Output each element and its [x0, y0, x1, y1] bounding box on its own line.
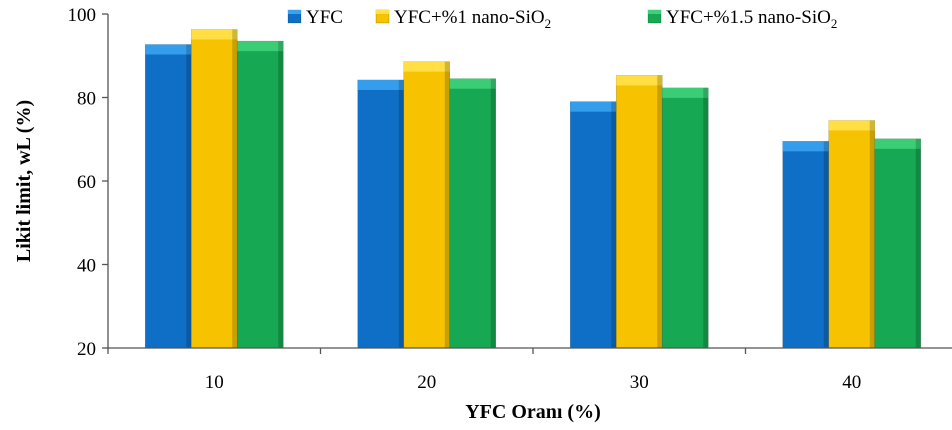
bar-top-highlight — [616, 75, 663, 86]
bar-side-shade — [490, 78, 496, 349]
bar-side-shade — [657, 75, 663, 348]
bar-side-shade — [278, 41, 284, 348]
legend-swatch-highlight — [648, 10, 661, 14]
bar — [828, 120, 876, 349]
bar — [357, 79, 405, 349]
y-tick-label: 100 — [68, 5, 97, 26]
legend-swatch-highlight — [288, 10, 301, 14]
y-axis-title: Likit limit, wL (%) — [13, 100, 35, 262]
bar — [403, 61, 451, 349]
legend-swatch-highlight — [376, 10, 389, 14]
bar-top-highlight — [145, 44, 192, 55]
y-tick-label: 80 — [77, 89, 96, 110]
bar-top-highlight — [191, 29, 238, 40]
bar — [569, 101, 617, 349]
bar-side-shade — [186, 44, 192, 348]
bar-side-shade — [444, 61, 450, 348]
bar — [449, 78, 497, 349]
y-tick-label: 20 — [77, 339, 96, 360]
bar-side-shade — [398, 79, 404, 348]
legend-label-text: YFC+%1 nano-SiO — [394, 7, 545, 28]
bar-top-highlight — [570, 101, 617, 112]
x-tick-label: 40 — [842, 372, 861, 393]
bar — [661, 87, 709, 349]
bar — [782, 141, 830, 349]
bar-top-highlight — [449, 78, 496, 89]
bar — [874, 138, 922, 349]
bar-top-highlight — [874, 138, 921, 149]
y-tick-label: 60 — [77, 172, 96, 193]
bar-top-highlight — [237, 41, 284, 52]
x-axis-title: YFC Oranı (%) — [465, 401, 601, 423]
y-tick-label: 40 — [77, 256, 96, 277]
bar-top-highlight — [403, 61, 450, 72]
bar-top-highlight — [782, 141, 829, 152]
bar — [144, 44, 192, 349]
bar-side-shade — [915, 138, 921, 348]
x-tick-label: 10 — [205, 372, 224, 393]
y-ticks-group: 20 40 60 80 100 — [68, 5, 108, 360]
bar-side-shade — [611, 101, 617, 348]
x-ticks-group: 10 20 30 40 — [107, 348, 861, 393]
legend-label-text: YFC+%1.5 nano-SiO — [666, 7, 831, 28]
bar-top-highlight — [828, 120, 875, 131]
bar-top-highlight — [662, 87, 709, 98]
legend-label-subscript: 2 — [831, 16, 838, 31]
bar-side-shade — [823, 141, 829, 348]
legend: YFC YFC+%1 nano-SiO2 YFC+%1.5 nano-SiO2 — [287, 7, 837, 31]
bar-side-shade — [232, 29, 238, 348]
legend-label-subscript: 2 — [545, 16, 552, 31]
legend-label: YFC — [306, 7, 343, 28]
legend-label-text: YFC — [306, 7, 343, 28]
bar — [236, 40, 284, 349]
bar-side-shade — [703, 87, 709, 349]
bar-top-highlight — [357, 79, 404, 90]
legend-label: YFC+%1.5 nano-SiO2 — [666, 7, 837, 31]
bar-side-shade — [869, 120, 875, 349]
x-tick-label: 20 — [417, 372, 436, 393]
legend-label: YFC+%1 nano-SiO2 — [394, 7, 551, 31]
x-tick-label: 30 — [630, 372, 649, 393]
bar — [190, 29, 238, 349]
bars-group — [144, 29, 922, 349]
bar — [615, 75, 663, 349]
